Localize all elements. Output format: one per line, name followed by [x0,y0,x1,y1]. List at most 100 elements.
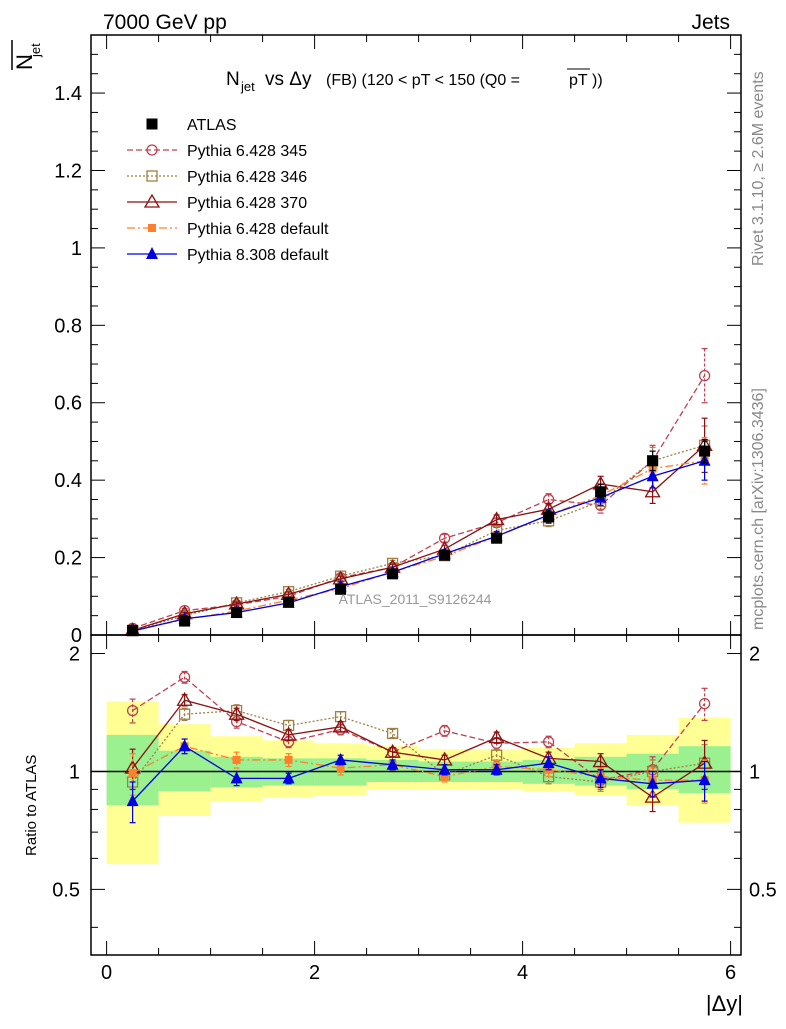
y-tick-label: 0.2 [54,548,82,570]
ratio-point [384,743,401,758]
legend-entry: Pythia 8.308 default [127,247,329,264]
legend-entry: Pythia 6.428 370 [127,193,307,212]
ratio-point [228,705,245,720]
y-tick-label: 0 [71,625,82,647]
ratio-line [132,699,705,798]
ratio-point [386,727,399,740]
ratio-point [230,771,243,784]
watermark-label: ATLAS_2011_S9126244 [339,591,492,607]
legend-marker [146,247,158,259]
main-data-point [231,607,243,619]
y-tick-label: 0.4 [54,470,82,492]
ratio-point [646,776,659,789]
ratio-point [332,718,349,733]
ratio-point [282,771,295,784]
legend-label: ATLAS [187,117,237,134]
main-data-point [543,511,555,523]
x-tick-label: 2 [309,962,320,984]
ratio-point [542,756,555,769]
main-data-point [439,549,451,561]
svg-text:vs Δy: vs Δy [265,69,312,90]
mcplots-label: mcplots.cern.ch [arXiv:1306.3436] [750,388,767,630]
ratio-point [126,794,139,807]
ratio-frame [90,634,742,956]
ratio-line [132,745,705,781]
ratio-point [644,788,661,803]
ratio-plot: 0 2 4 6 0.5 0.5 1 1 2 2 [52,634,777,984]
main-data-point [335,583,347,595]
ratio-line [132,709,705,783]
ratio-point [592,753,609,768]
ratio-point [542,736,555,748]
ratio-point [698,773,711,786]
legend-entry: Pythia 6.428 346 [127,169,307,186]
svg-text:N: N [226,69,240,90]
legend-label: Pythia 6.428 345 [187,143,307,160]
svg-text:(FB) (120 < pT < 150 (Q0 =: (FB) (120 < pT < 150 (Q0 = [326,72,520,89]
ratio-point [232,755,241,764]
ratio-point [438,725,451,737]
ratio-y-tick-label: 1 [749,761,760,783]
ratio-point [176,691,193,706]
ratio-y-tick-label: 2 [749,644,760,666]
ratio-point [178,739,191,752]
main-line [132,460,705,631]
x-tick-label: 4 [517,962,528,984]
ratio-point [284,755,293,764]
main-line [132,460,705,632]
ratio-y-tick-label: 2 [69,644,80,666]
legend-label: Pythia 6.428 default [187,221,329,238]
main-line [132,444,706,631]
legend-marker [148,224,156,232]
svg-text:)): )) [592,72,603,89]
rivet-version-label: Rivet 3.1.10, ≥ 2.6M events [750,71,767,266]
ratio-point [126,704,139,717]
main-data-point [127,624,139,636]
ratio-line [132,676,706,781]
main-data-point [595,486,607,498]
ratio-point [386,757,399,770]
main-point [646,469,659,482]
main-plot: 0 0.2 0.4 0.6 0.8 1 1.2 1.4 [54,34,742,647]
plot-title: N jet vs Δy (FB) (120 < pT < 150 (Q0 = p… [226,68,603,94]
main-point [698,369,711,382]
y-tick-label: 0.8 [54,315,82,337]
ratio-point [178,708,191,720]
legend-label: Pythia 6.428 346 [187,169,307,186]
main-point [644,483,661,498]
ratio-y-tick-label: 0.5 [749,879,777,901]
ratio-point [440,772,449,781]
ratio-point [698,697,711,710]
ratio-point [488,729,505,744]
legend-entry: Pythia 6.428 default [127,221,329,238]
y-tick-label: 0.6 [54,393,82,415]
main-data-point [387,568,399,580]
main-ylabel: N jet [11,40,43,70]
main-data-point [647,455,659,467]
legend-label: Pythia 6.428 370 [187,195,307,212]
ratio-point [594,771,607,784]
legend-entry: ATLAS [146,117,237,134]
ratio-y-tick-label: 1 [69,761,80,783]
legend-marker [146,118,158,130]
ratio-point [336,764,345,773]
svg-text:jet: jet [28,43,43,58]
x-axis-label: |Δy| [706,991,743,1016]
ratio-ylabel: Ratio to ATLAS [23,755,40,856]
main-data-point [491,532,503,544]
legend-marker [146,144,158,156]
legend: ATLAS Pythia 6.428 345 Pythia 6.428 346 Pyt… [127,117,329,264]
main-data-point [283,596,295,608]
ratio-point [280,726,297,741]
main-data-point [699,445,711,457]
legend-label: Pythia 8.308 default [187,247,329,264]
process-label: Jets [691,11,730,34]
ratio-point [334,752,347,765]
main-line [132,375,706,630]
main-data-series [127,438,711,636]
ratio-series [126,738,711,824]
collision-label: 7000 GeV pp [103,11,227,34]
ratio-point [438,762,451,775]
svg-text:pT: pT [569,72,588,89]
